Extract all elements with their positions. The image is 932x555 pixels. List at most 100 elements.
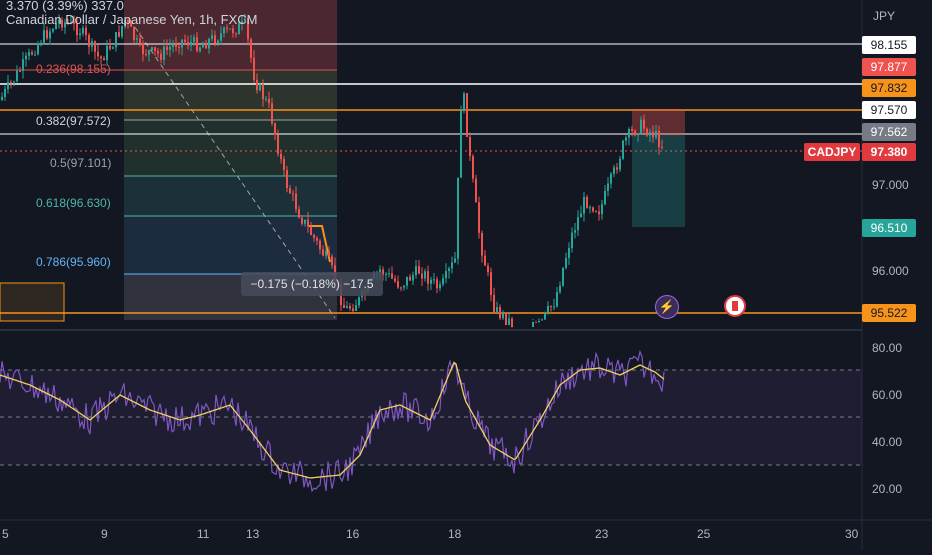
candle-body	[109, 45, 111, 49]
candle-body	[115, 32, 117, 48]
candle-body	[343, 304, 345, 308]
candle-body	[451, 262, 453, 269]
candle-body	[73, 21, 75, 24]
price-tag-96510: 96.510	[862, 219, 916, 237]
lightning-icon[interactable]: ⚡	[655, 295, 679, 319]
candle-body	[307, 219, 309, 227]
candle-body	[181, 39, 183, 48]
candle-body	[352, 308, 354, 311]
candle-body	[19, 70, 21, 72]
candle-body	[406, 276, 408, 286]
symbol-title[interactable]: Canadian Dollar / Japanese Yen, 1h, FXCM	[6, 12, 258, 27]
candle-body	[613, 167, 615, 174]
candle-body	[94, 41, 96, 52]
candle-body	[439, 284, 441, 289]
candle-body	[583, 197, 585, 214]
candle-body	[310, 226, 312, 235]
fib-label-0786: 0.786(95.960)	[36, 255, 111, 269]
candle-body	[265, 98, 267, 100]
currency-label: JPY	[873, 9, 896, 23]
candle-body	[106, 45, 108, 61]
candle-body	[61, 19, 63, 28]
candle-body	[175, 44, 177, 48]
candle-body	[49, 31, 51, 39]
candle-body	[454, 258, 456, 263]
candle-body	[133, 26, 135, 40]
time-tick-11: 11	[197, 527, 210, 541]
candle-body	[553, 306, 555, 308]
candle-body	[508, 318, 510, 326]
candle-body	[544, 312, 546, 320]
candle-body	[349, 306, 351, 309]
candle-body	[247, 18, 249, 40]
candle-body	[145, 54, 147, 56]
candle-body	[325, 251, 327, 256]
candle-body	[418, 266, 420, 274]
candle-body	[199, 47, 201, 52]
candle-body	[67, 22, 69, 24]
candle-body	[235, 33, 237, 35]
candle-body	[391, 273, 393, 279]
candle-body	[412, 275, 414, 281]
candle-body	[223, 27, 225, 34]
fib-label-05: 0.5(97.101)	[50, 156, 112, 170]
candle-body	[463, 93, 465, 111]
fib-label-0618: 0.618(96.630)	[36, 196, 111, 210]
candle-body	[292, 193, 294, 195]
candle-body	[43, 30, 45, 43]
candle-body	[661, 147, 663, 149]
candle-body	[190, 41, 192, 46]
candle-body	[142, 43, 144, 55]
candle-body	[385, 274, 387, 276]
time-tick-5: 5	[2, 527, 9, 541]
candle-body	[52, 29, 54, 32]
time-tick-25: 25	[697, 527, 711, 541]
candle-body	[619, 158, 621, 170]
candle-body	[577, 217, 579, 231]
candle-body	[283, 159, 285, 171]
canada-flag-icon[interactable]	[724, 295, 746, 317]
candle-body	[82, 27, 84, 34]
candle-body	[157, 51, 159, 54]
candle-body	[232, 28, 234, 34]
candle-body	[271, 103, 273, 124]
candle-body	[535, 321, 537, 323]
candle-body	[154, 47, 156, 52]
rsi-tick-40: 40.00	[872, 435, 903, 449]
candle-body	[355, 305, 357, 311]
candle-body	[22, 59, 24, 71]
price-tick-97000: 97.000	[872, 178, 909, 192]
candle-body	[313, 234, 315, 238]
candle-body	[550, 305, 552, 307]
candle-body	[634, 130, 636, 136]
candle-body	[7, 82, 9, 89]
candle-body	[28, 52, 30, 56]
time-tick-13: 13	[246, 527, 260, 541]
candle-body	[328, 251, 330, 257]
candle-body	[472, 156, 474, 179]
candle-body	[484, 255, 486, 266]
candle-body	[16, 70, 18, 82]
candle-body	[163, 46, 165, 60]
candle-body	[295, 193, 297, 210]
candle-body	[442, 278, 444, 285]
candle-body	[649, 131, 651, 136]
candle-body	[172, 44, 174, 47]
candle-body	[160, 53, 162, 60]
candle-body	[403, 285, 405, 288]
rsi-line	[0, 349, 665, 493]
candle-body	[229, 28, 231, 30]
candle-body	[589, 207, 591, 209]
price-tag-97570: 97.570	[862, 101, 916, 119]
candle-body	[538, 320, 540, 323]
candle-body	[499, 307, 501, 319]
candle-body	[400, 287, 402, 289]
candle-body	[1, 96, 3, 100]
candle-body	[238, 23, 240, 35]
candle-body	[574, 230, 576, 233]
candle-body	[628, 129, 630, 138]
candle-body	[430, 279, 432, 284]
candle-body	[490, 272, 492, 295]
